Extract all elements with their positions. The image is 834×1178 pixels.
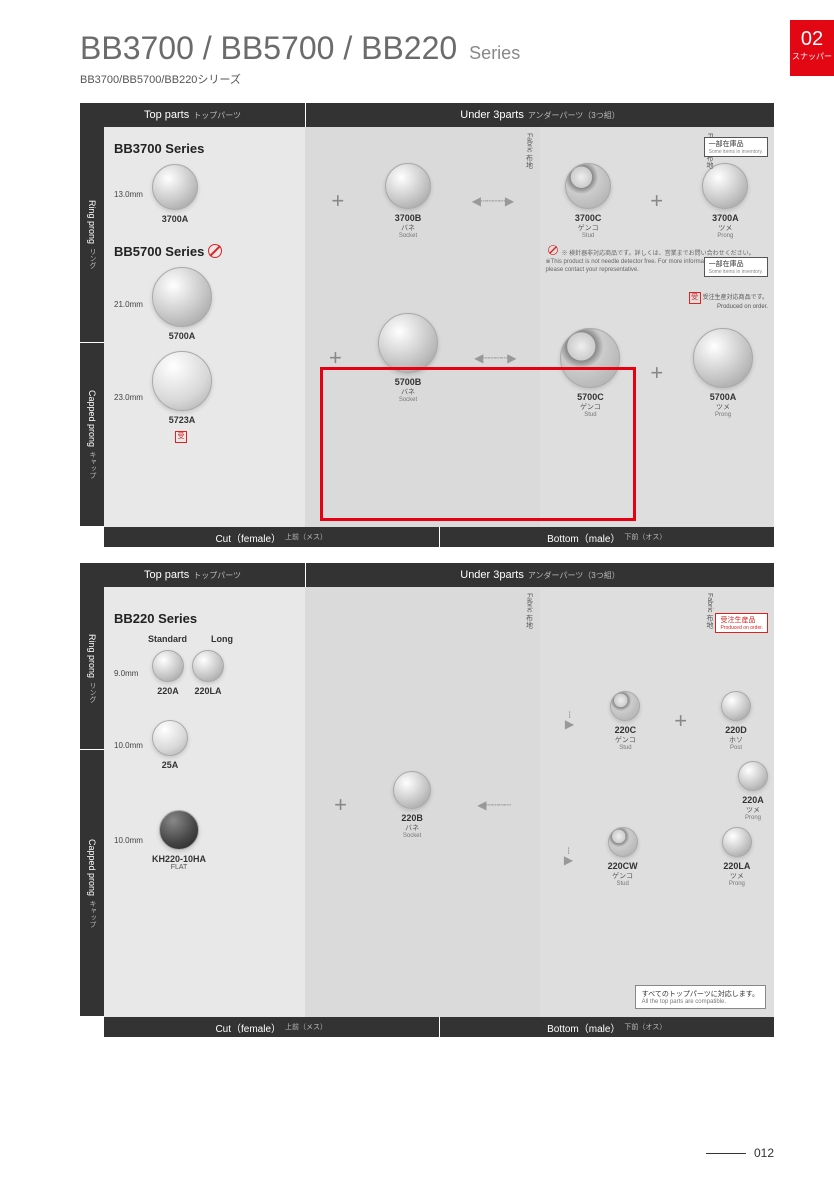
footer-cut-female: Cut（female）上前（メス） <box>104 527 439 547</box>
size-label: 10.0mm <box>114 836 144 845</box>
plus-icon: + <box>650 188 663 214</box>
part-5700c: 5700C ゲンコ Stud <box>560 328 620 418</box>
part-220a-top: 220A <box>152 650 184 696</box>
needle-detector-icon <box>208 244 222 258</box>
part-3700a-prong: 3700A ツメ Prong <box>702 163 748 239</box>
col-long: Long <box>211 634 233 644</box>
side-tab-ring-prong: Ring prongリング <box>80 127 104 342</box>
part-3700b: 3700B バネ Socket <box>385 163 431 239</box>
size-label: 9.0mm <box>114 669 144 678</box>
col-header-under-3parts: Under 3partsアンダーパーツ（3つ組） <box>306 103 774 127</box>
part-3700a-top: 3700A <box>152 164 198 224</box>
plus-icon: + <box>650 360 663 386</box>
part-220la-prong: 220LA ツメ Prong <box>722 827 752 887</box>
part-220a-prong: 220A ツメ Prong <box>738 761 768 821</box>
footer-bottom-male: Bottom（male）下前（オス） <box>440 1017 775 1037</box>
size-label: 21.0mm <box>114 300 144 309</box>
size-label: 23.0mm <box>114 393 144 402</box>
section-bb3700-5700: Top partsトップパーツ Under 3partsアンダーパーツ（3つ組）… <box>80 103 774 547</box>
part-5723a: 5723A 受 <box>152 351 212 443</box>
col-standard: Standard <box>148 634 187 644</box>
order-note: 受受注生産対応商品です。Produced on order. <box>546 292 769 310</box>
arrow-up-icon: ┄▶ <box>562 711 576 730</box>
order-badge: 受注生産品Produced on order. <box>715 613 768 633</box>
arrow-icon: ◀┄┄┄┄▶ <box>474 351 515 365</box>
compat-note: すべてのトップパーツに対応します。 All the top parts are … <box>635 985 766 1009</box>
plus-icon: + <box>674 708 687 734</box>
part-5700b: 5700B バネ Socket <box>378 313 438 403</box>
col-header-top-parts: Top partsトップパーツ <box>80 103 305 127</box>
series-title-bb3700: BB3700 Series <box>114 141 295 156</box>
tab-number: 02 <box>790 28 834 51</box>
page-subtitle-jp: BB3700/BB5700/BB220シリーズ <box>80 71 774 87</box>
part-220d: 220D ホソ Post <box>721 691 751 751</box>
col-header-top-parts: Top partsトップパーツ <box>80 563 305 587</box>
plus-icon: + <box>331 188 344 214</box>
page-title-suffix: Series <box>469 43 520 64</box>
section-bb220: Top partsトップパーツ Under 3partsアンダーパーツ（3つ組）… <box>80 563 774 1037</box>
page-number: 012 <box>706 1146 774 1160</box>
side-tab-ring-prong: Ring prongリング <box>80 587 104 749</box>
arrow-icon: ◀┄┄┄┄ <box>477 798 510 812</box>
part-220cw: 220CW ゲンコ Stud <box>608 827 638 887</box>
part-25a: 25A <box>152 720 188 770</box>
part-5700a-top: 5700A <box>152 267 212 341</box>
part-5700a-prong: 5700A ツメ Prong <box>693 328 753 418</box>
stock-badge: 一部在庫品Some items in inventory. <box>704 137 768 157</box>
fabric-label: Fabric 布地 <box>524 133 534 168</box>
footer-bottom-male: Bottom（male）下前（オス） <box>440 527 775 547</box>
page-title: BB3700 / BB5700 / BB220 <box>80 30 457 67</box>
series-title-bb5700: BB5700 Series <box>114 244 295 259</box>
part-3700c: 3700C ゲンコ Stud <box>565 163 611 239</box>
plus-icon: + <box>334 792 347 818</box>
part-220la-top: 220LA <box>192 650 224 696</box>
arrow-icon: ◀┄┄┄┄▶ <box>472 194 513 208</box>
order-mark-icon: 受 <box>175 431 187 443</box>
part-220c: 220C ゲンコ Stud <box>610 691 640 751</box>
tab-label: スナッパー <box>790 51 834 62</box>
size-label: 13.0mm <box>114 190 144 199</box>
side-tab-capped-prong: Capped prongキャップ <box>80 750 104 1016</box>
fabric-label: Fabric 布地 <box>704 593 714 628</box>
size-label: 10.0mm <box>114 741 144 750</box>
footer-cut-female: Cut（female）上前（メス） <box>104 1017 439 1037</box>
part-220b: 220B バネ Socket <box>393 771 431 839</box>
series-title-bb220: BB220 Series <box>114 611 295 626</box>
stock-badge: 一部在庫品Some items in inventory. <box>704 257 768 277</box>
part-kh220: KH220-10HA FLAT <box>152 810 206 871</box>
fabric-label: Fabric 布地 <box>524 593 534 628</box>
arrow-down-icon: ┄▶ <box>562 847 576 866</box>
plus-icon: + <box>329 345 342 371</box>
section-tab: 02 スナッパー <box>790 20 834 76</box>
side-tab-capped-prong: Capped prongキャップ <box>80 343 104 526</box>
col-header-under-3parts: Under 3partsアンダーパーツ（3つ組） <box>306 563 774 587</box>
